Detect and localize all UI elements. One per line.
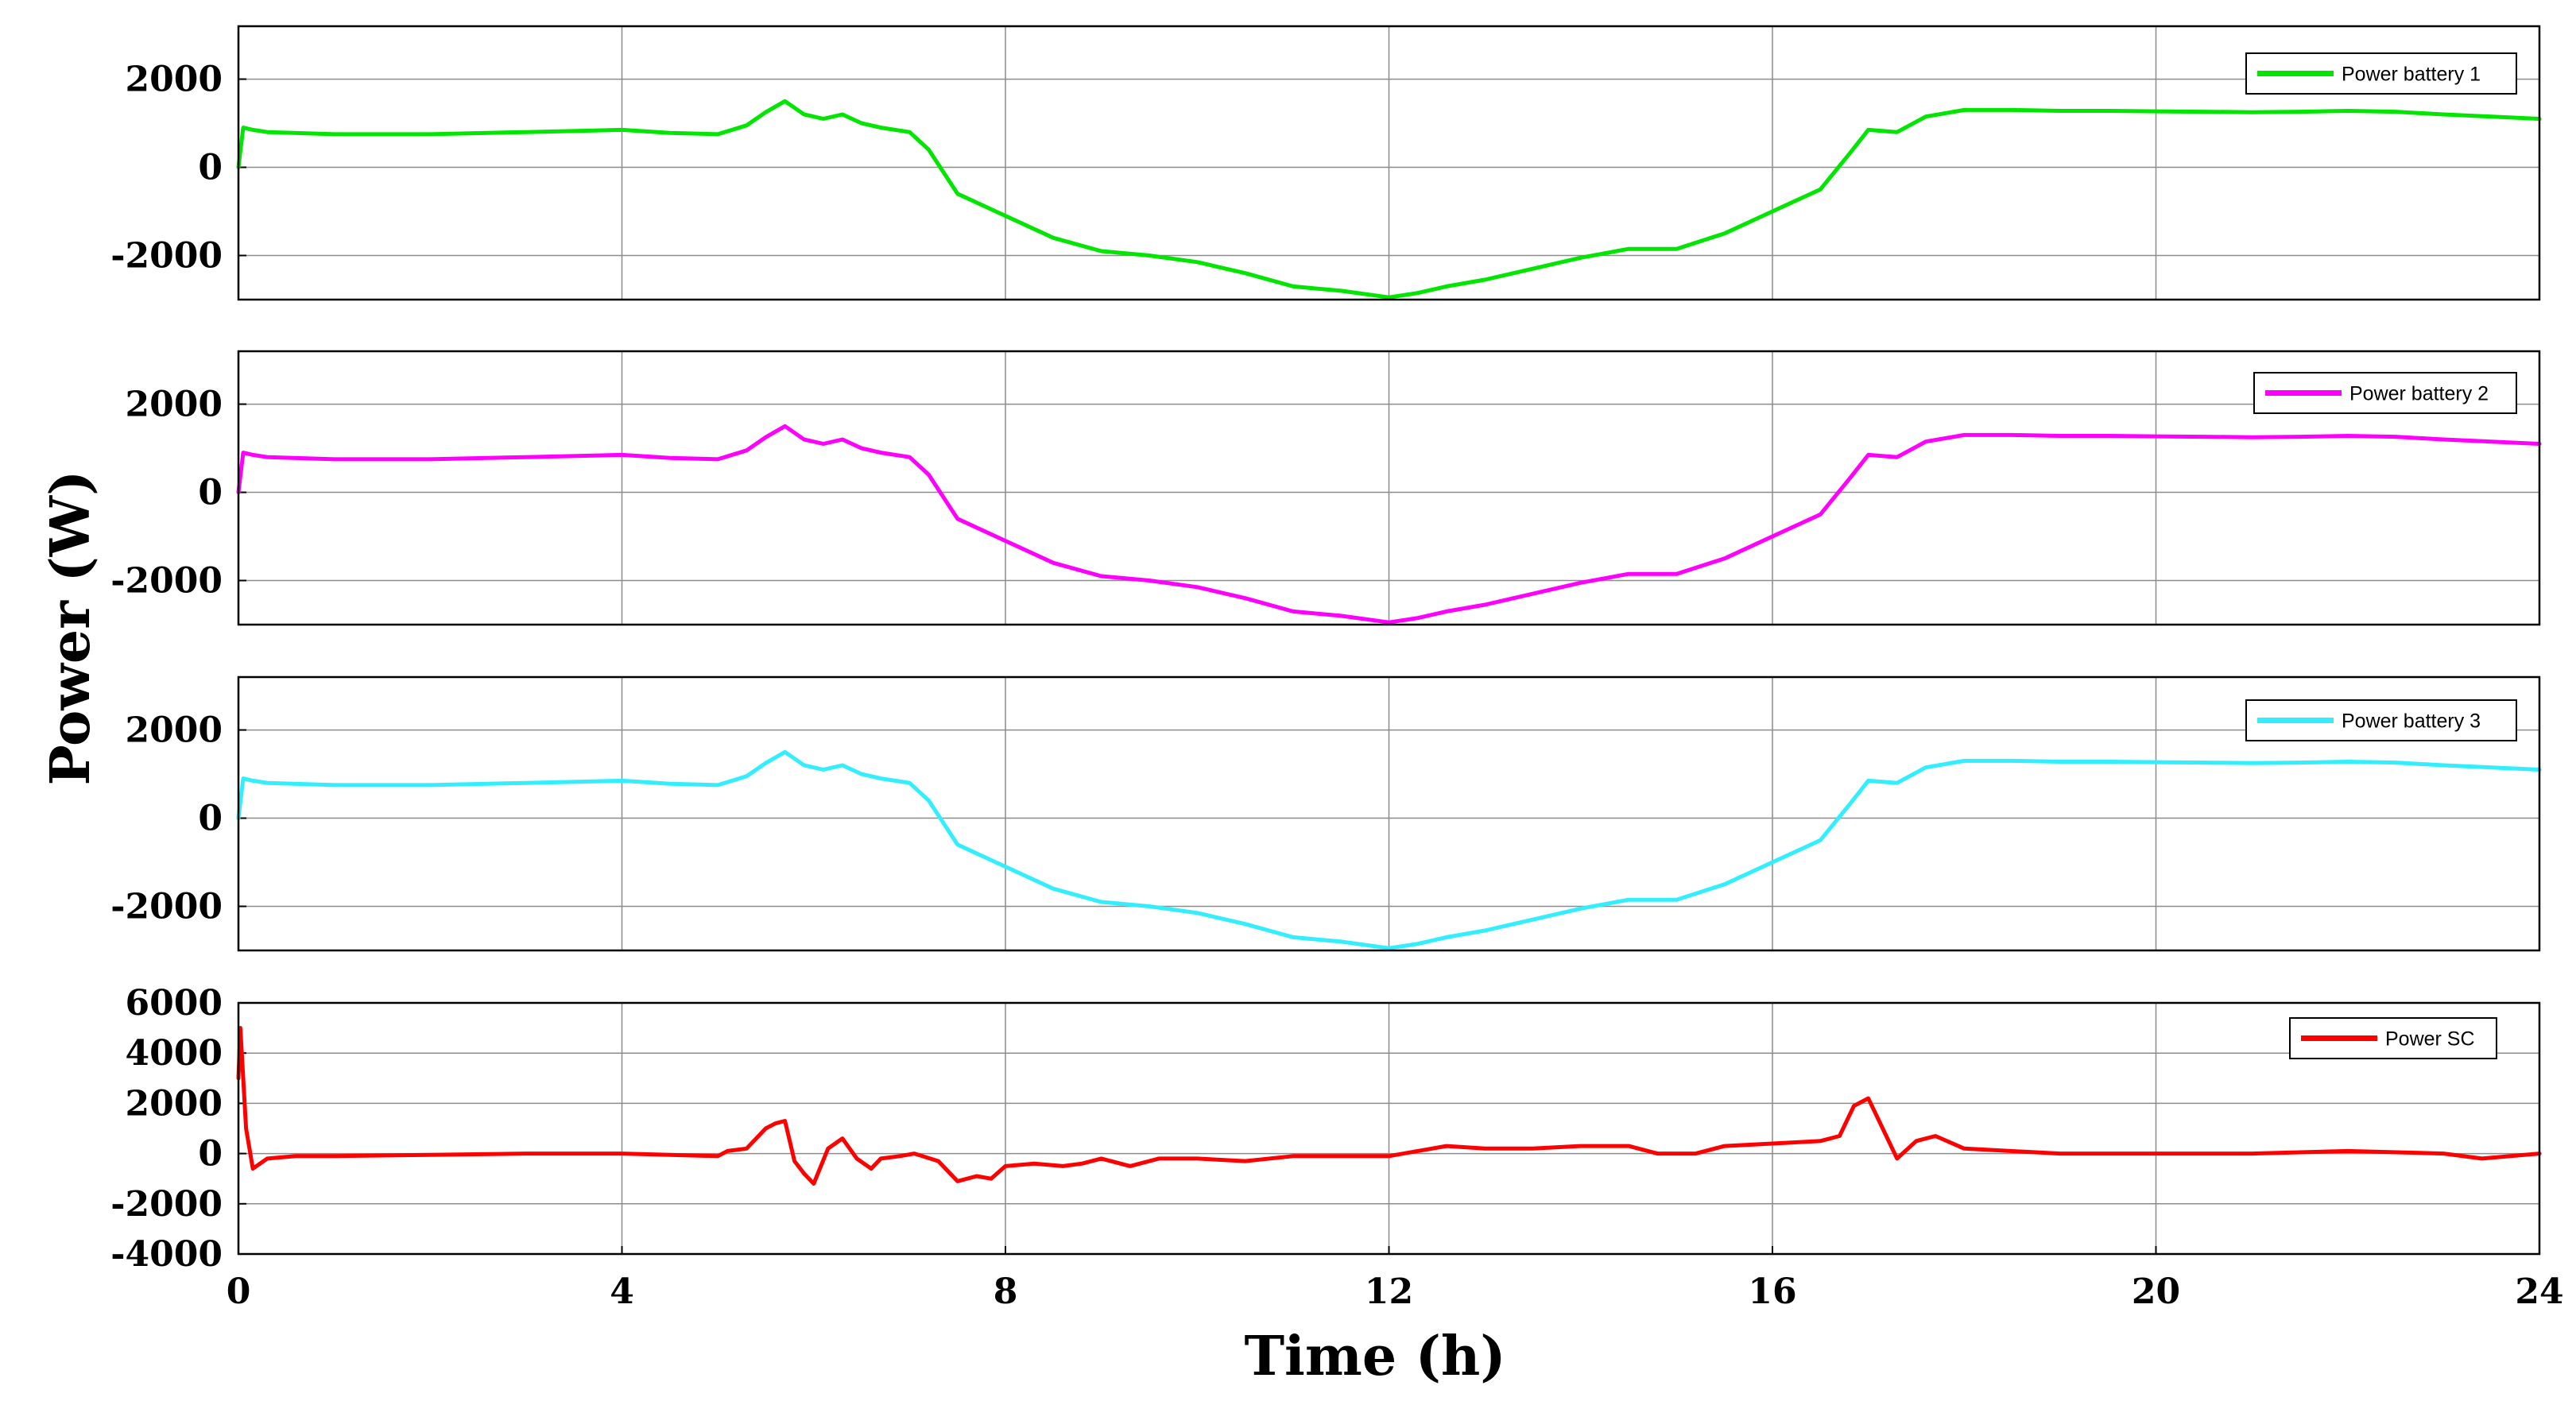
y-tick-label: -2000 <box>110 236 223 277</box>
panel-frame <box>237 350 2541 626</box>
legend-label: Power battery 2 <box>2349 383 2489 405</box>
panel-4: 6000 4000 2000 0 -2000 -4000 Power SC <box>110 983 2542 1275</box>
x-tick-label: 4 <box>610 1271 634 1312</box>
legend-label: Power SC <box>2385 1028 2475 1051</box>
panel-frame <box>237 25 2541 301</box>
x-tick-label: 0 <box>227 1271 251 1312</box>
legend-label: Power battery 1 <box>2342 64 2481 86</box>
y-tick-label: 0 <box>198 148 223 188</box>
y-tick-label: 2000 <box>126 60 223 100</box>
legend-label: Power battery 3 <box>2342 710 2481 733</box>
panel-1: 2000 0 -2000 Power battery 1 <box>110 25 2542 301</box>
y-tick-label: -2000 <box>110 1184 223 1225</box>
y-tick-label: -4000 <box>110 1234 223 1275</box>
legend-1: Power battery 1 <box>2245 52 2517 95</box>
panel-3: 2000 0 -2000 Power battery 3 <box>110 675 2542 952</box>
x-tick-label: 8 <box>994 1271 1018 1312</box>
x-tick-label: 16 <box>1748 1271 1796 1312</box>
legend-3: Power battery 3 <box>2245 699 2517 741</box>
y-tick-label: 4000 <box>126 1033 223 1074</box>
legend-2: Power battery 2 <box>2253 372 2517 414</box>
series-line-1 <box>236 99 2542 300</box>
y-tick-label: -2000 <box>110 887 223 927</box>
y-tick-label: 0 <box>198 473 223 513</box>
y-tick-label: 2000 <box>126 385 223 425</box>
series-line-2 <box>236 424 2542 625</box>
x-tick-label: 24 <box>2515 1271 2563 1312</box>
y-tick-label: 0 <box>198 799 223 839</box>
y-tick-label: 2000 <box>126 710 223 751</box>
series-line-4 <box>236 1026 2542 1186</box>
panel-2: 2000 0 -2000 Power battery 2 <box>110 350 2542 626</box>
y-tick-label: 6000 <box>126 983 223 1024</box>
y-tick-label: -2000 <box>110 561 223 602</box>
y-tick-label: 2000 <box>126 1083 223 1124</box>
series-line-3 <box>236 749 2542 950</box>
legend-4: Power SC <box>2289 1017 2497 1059</box>
x-axis-label: Time (h) <box>1244 1325 1505 1388</box>
x-tick-label: 20 <box>2132 1271 2180 1312</box>
y-tick-label: 0 <box>198 1134 223 1175</box>
x-tick-label: 12 <box>1365 1271 1413 1312</box>
y-axis-label: Power (W) <box>39 470 103 786</box>
panel-frame <box>237 675 2541 952</box>
